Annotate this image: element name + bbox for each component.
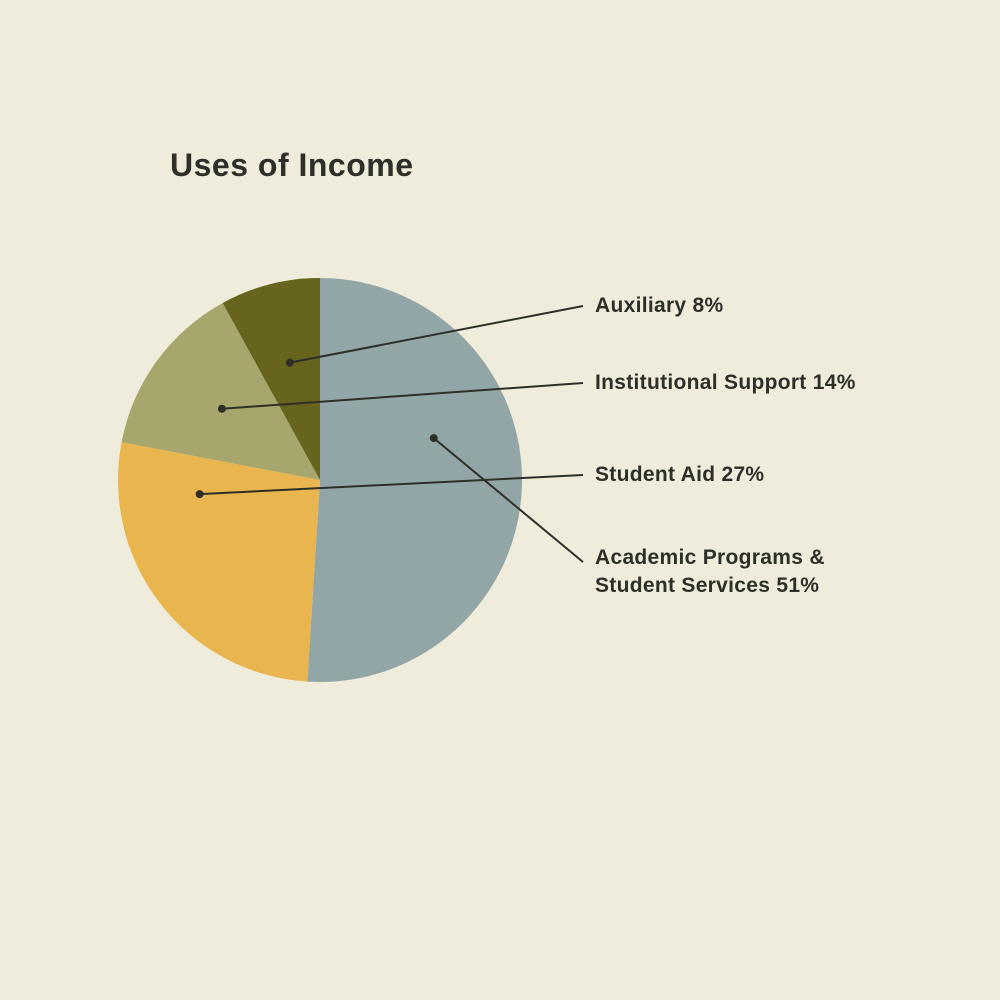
slice-label-auxiliary: Auxiliary 8%	[595, 292, 724, 320]
slice-label-academic: Academic Programs & Student Services 51%	[595, 544, 875, 601]
slice-label-student_aid: Student Aid 27%	[595, 461, 764, 489]
pie-chart-svg	[0, 0, 1000, 1000]
pie-slice-student_aid	[118, 442, 320, 681]
chart-title: Uses of Income	[170, 147, 414, 184]
pie-chart-canvas: Uses of Income Auxiliary 8% Institutional…	[0, 0, 1000, 1000]
slice-label-inst_support: Institutional Support 14%	[595, 369, 856, 397]
